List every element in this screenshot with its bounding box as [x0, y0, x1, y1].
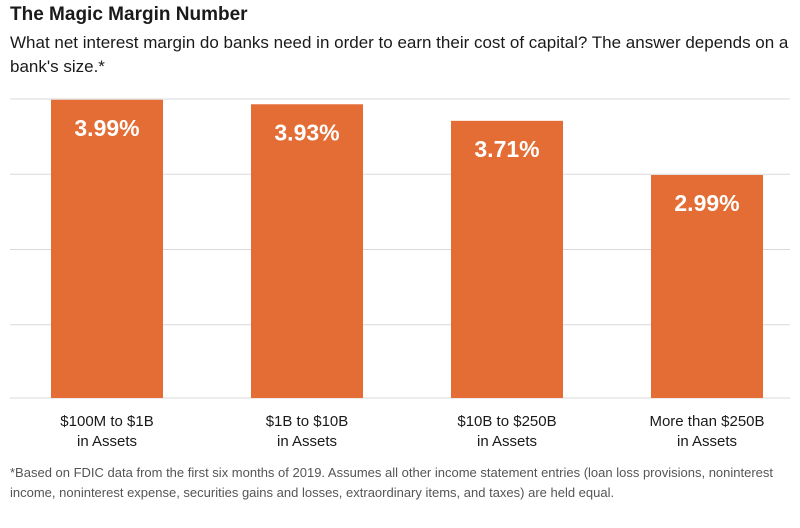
x-tick-label: More than $250B: [649, 413, 764, 430]
x-tick-label: in Assets: [477, 433, 537, 450]
data-label: 2.99%: [674, 190, 739, 216]
x-tick-label: in Assets: [77, 433, 137, 450]
bar: [51, 99, 163, 398]
data-label: 3.99%: [74, 115, 139, 141]
x-tick-label: $100M to $1B: [60, 413, 153, 430]
x-tick-label: in Assets: [677, 433, 737, 450]
x-tick-label: $10B to $250B: [457, 413, 556, 430]
bar: [451, 120, 563, 398]
chart-subtitle: What net interest margin do banks need i…: [10, 33, 789, 76]
x-tick-label: $1B to $10B: [266, 413, 349, 430]
bars: [51, 99, 763, 398]
bar: [651, 175, 763, 398]
data-label: 3.93%: [274, 119, 339, 145]
data-labels: 3.99% 3.93% 3.71% 2.99%: [74, 115, 739, 216]
category-labels: $100M to $1B in Assets $1B to $10B in Asset…: [60, 413, 764, 450]
x-tick-label: in Assets: [277, 433, 337, 450]
data-label: 3.71%: [474, 136, 539, 162]
footnote: *Based on FDIC data from the first six m…: [10, 465, 774, 500]
bar: [251, 104, 363, 398]
chart-title: The Magic Margin Number: [10, 4, 248, 25]
